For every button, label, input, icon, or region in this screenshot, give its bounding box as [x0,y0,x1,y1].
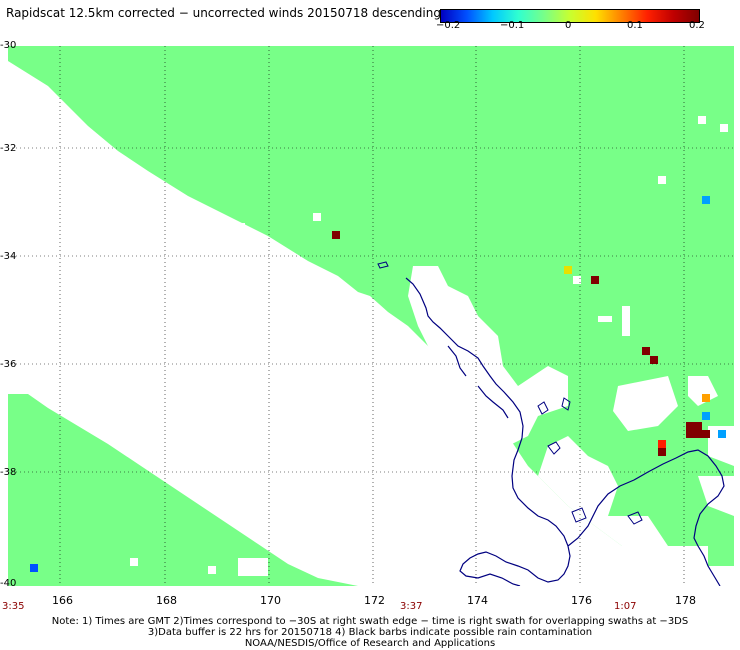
lon-label: 174 [467,594,488,607]
lat-label: -32 [0,143,17,154]
lat-label: -34 [0,251,17,262]
colorbar-tick-label: −0.1 [500,20,525,31]
swath-time-label: 1:07 [614,601,637,612]
lat-label: -36 [0,359,17,370]
lat-label: -30 [0,40,17,51]
swath-time-label: 3:35 [2,601,25,612]
lat-label: -40 [0,578,17,589]
swath-gaps [130,116,734,586]
wind-difference-map [8,46,734,586]
lon-label: 176 [571,594,592,607]
colorbar-tick-label: 0.2 [689,20,705,31]
colorbar-tick-label: 0 [565,20,572,31]
colorbar [440,9,700,23]
lower-swath [8,394,358,586]
colorbar-tick-label: −0.2 [436,20,461,31]
lon-label: 168 [156,594,177,607]
lon-label: 178 [675,594,696,607]
coastline [405,277,725,586]
graticule [8,46,734,586]
swath-time-label: 3:37 [400,601,423,612]
colorbar-tick-label: 0.1 [627,20,643,31]
footnote-line-3: NOAA/NESDIS/Office of Research and Appli… [244,638,496,649]
difference-pixels [30,196,726,572]
coastline-islands [377,261,643,525]
footnote-line-2: 3)Data buffer is 22 hrs for 20150718 4) … [147,627,593,638]
footnote-line-1: Note: 1) Times are GMT 2)Times correspon… [51,616,689,627]
lon-label: 172 [364,594,385,607]
lat-label: -38 [0,467,17,478]
lon-label: 166 [52,594,73,607]
chart-title: Rapidscat 12.5km corrected − uncorrected… [6,6,441,20]
lon-label: 170 [260,594,281,607]
